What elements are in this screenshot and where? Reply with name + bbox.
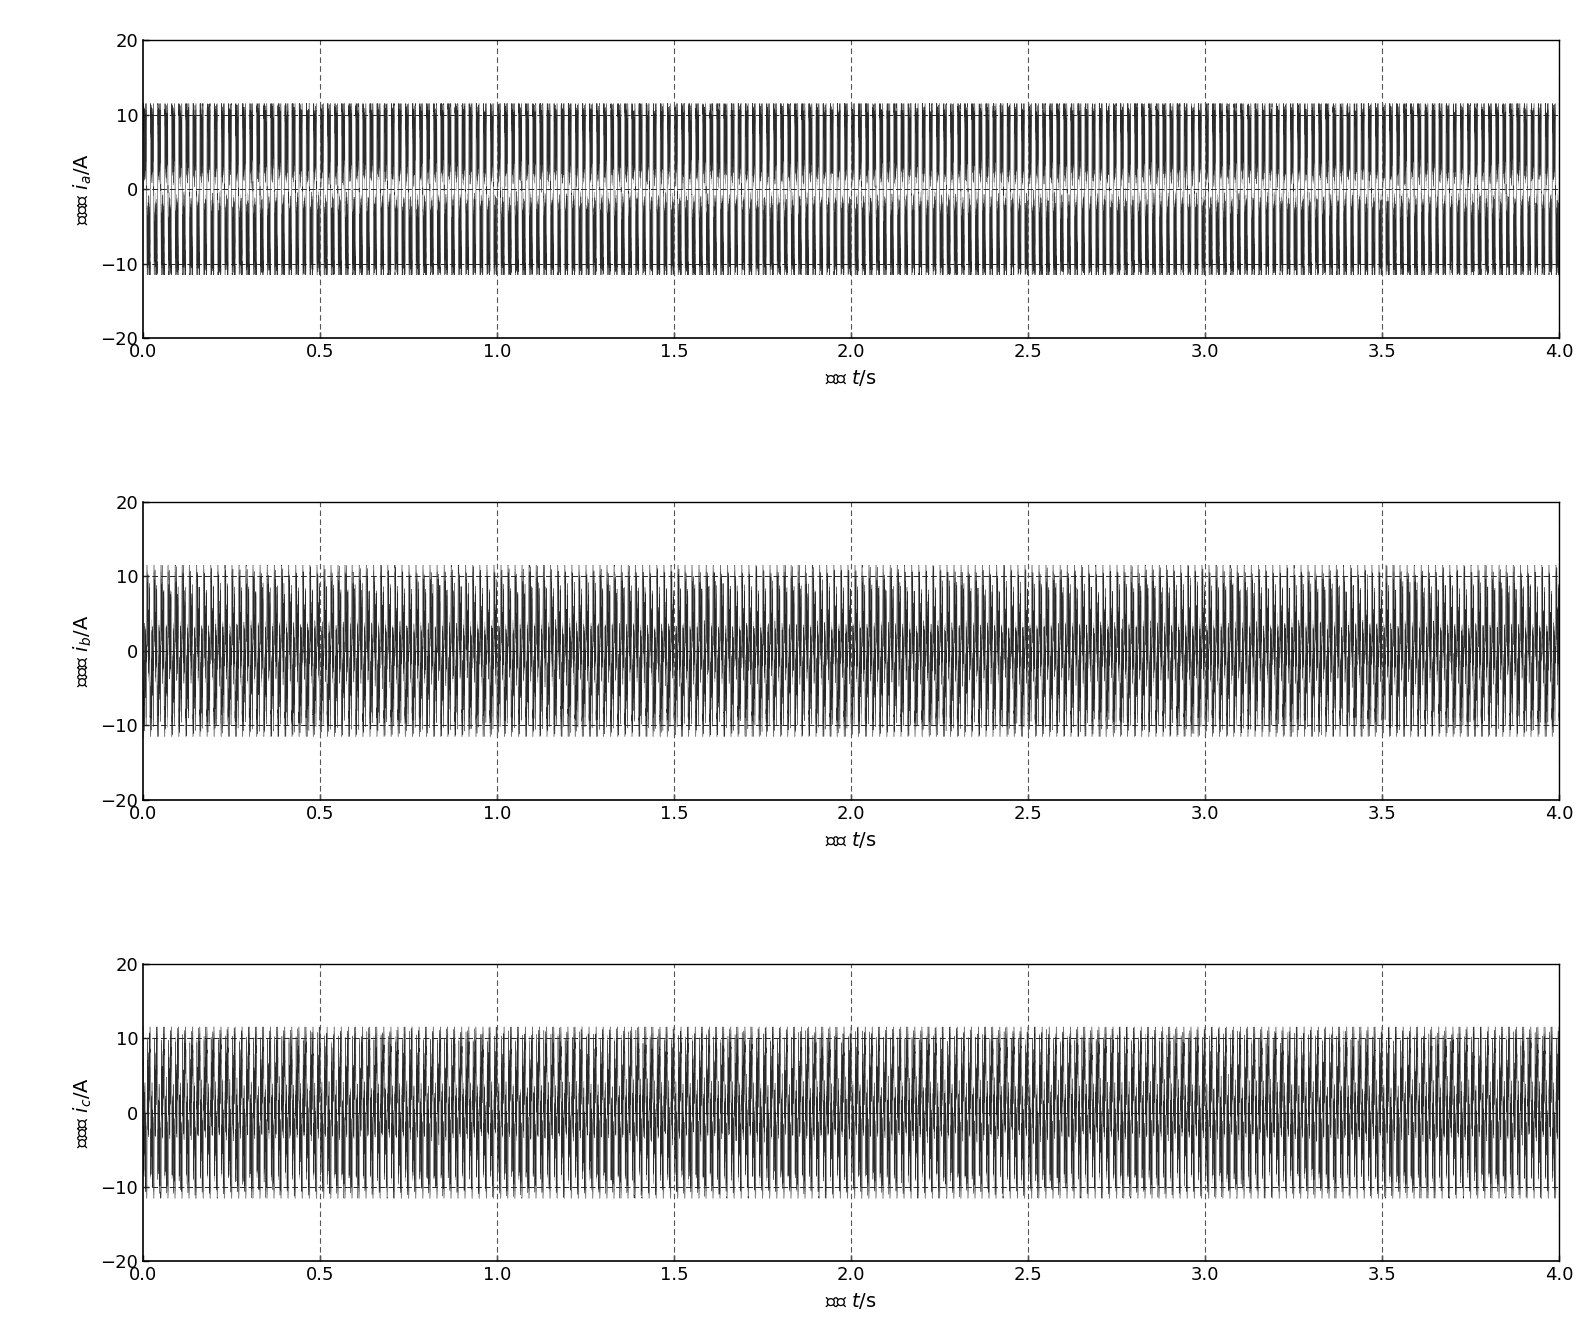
Y-axis label: 相电流 $i_b$/A: 相电流 $i_b$/A bbox=[72, 615, 94, 687]
Y-axis label: 相电流 $i_c$/A: 相电流 $i_c$/A bbox=[72, 1078, 94, 1149]
Y-axis label: 相电流 $i_a$/A: 相电流 $i_a$/A bbox=[72, 153, 94, 225]
X-axis label: 时间 $t$/s: 时间 $t$/s bbox=[826, 829, 877, 849]
X-axis label: 时间 $t$/s: 时间 $t$/s bbox=[826, 1291, 877, 1311]
X-axis label: 时间 $t$/s: 时间 $t$/s bbox=[826, 368, 877, 388]
